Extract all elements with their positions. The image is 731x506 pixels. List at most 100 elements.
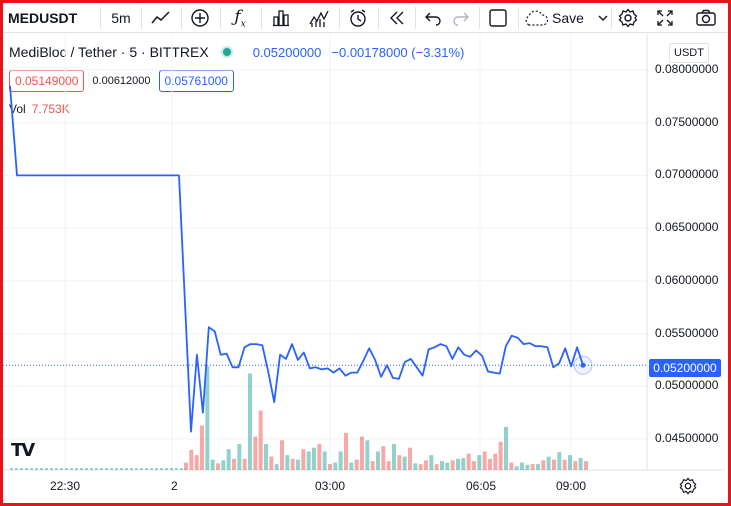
volume-legend: Vol 7.753K xyxy=(9,102,70,116)
volume-bar xyxy=(413,463,418,470)
undo-button[interactable] xyxy=(419,3,447,33)
toolbar-divider xyxy=(479,7,480,29)
layout-icon xyxy=(489,9,507,27)
volume-bar xyxy=(418,464,423,470)
alarm-icon xyxy=(350,9,366,27)
volume-bar xyxy=(365,440,370,470)
candles-icon xyxy=(309,10,329,27)
price-tick-label: 0.07500000 xyxy=(655,114,719,129)
volume-bar xyxy=(498,441,503,470)
volume-bar xyxy=(578,458,583,470)
volume-bar xyxy=(290,458,295,470)
redo-button[interactable] xyxy=(447,3,475,33)
currency-label[interactable]: USDT xyxy=(669,43,709,63)
volume-bar xyxy=(248,373,252,470)
volume-bar xyxy=(482,451,487,470)
settings-button[interactable] xyxy=(614,3,642,33)
volume-bar xyxy=(216,463,220,470)
current-price-tag: 0.05200000 xyxy=(649,359,721,377)
snapshot-button[interactable] xyxy=(691,3,721,33)
tradingview-logo[interactable]: TV xyxy=(11,440,35,461)
toolbar-divider xyxy=(611,7,612,29)
volume-bar xyxy=(514,466,519,470)
volume-bar xyxy=(328,464,332,470)
financials-button[interactable] xyxy=(265,3,297,33)
line-chart-icon xyxy=(151,11,170,24)
volume-bar xyxy=(488,458,492,470)
volume-bar xyxy=(440,461,444,470)
time-tick-label: 03:00 xyxy=(315,479,346,493)
volume-bar xyxy=(445,462,450,470)
price-tick-label: 0.05000000 xyxy=(655,378,719,393)
volume-bar xyxy=(285,455,290,470)
volume-bar xyxy=(200,425,204,470)
price-line xyxy=(9,85,584,433)
volume-label: Vol xyxy=(9,102,26,116)
toolbar-divider xyxy=(220,7,221,29)
redo-icon xyxy=(453,12,469,26)
market-status-dot xyxy=(222,48,231,56)
volume-bar xyxy=(381,446,386,470)
toolbar-divider xyxy=(141,7,142,29)
volume-bar xyxy=(344,432,348,470)
price-tick-label: 0.07000000 xyxy=(655,167,719,182)
volume-bar xyxy=(349,462,354,470)
volume-bar xyxy=(354,459,359,470)
volume-bar xyxy=(568,455,572,470)
volume-value: 7.753K xyxy=(31,102,70,116)
rewind-icon xyxy=(390,11,404,25)
indicators-button[interactable]: ƒx xyxy=(224,3,256,33)
volume-bar xyxy=(317,444,322,470)
volume-bar xyxy=(456,458,460,470)
volume-bar xyxy=(525,464,530,470)
toolbar-divider xyxy=(378,7,379,29)
volume-bar xyxy=(306,451,311,470)
volume-bar xyxy=(434,464,439,470)
volume-bar xyxy=(557,452,562,470)
undo-icon xyxy=(425,12,441,26)
volume-bar xyxy=(424,460,428,470)
fullscreen-icon xyxy=(657,10,673,26)
volume-bar xyxy=(194,455,199,470)
compare-button[interactable] xyxy=(185,3,215,33)
volume-bar xyxy=(520,462,524,470)
templates-button[interactable] xyxy=(303,3,335,33)
volume-bar xyxy=(477,455,482,470)
volume-bar xyxy=(504,426,508,470)
volume-bar xyxy=(397,455,402,470)
symbol-search-button[interactable]: MEDUSDT xyxy=(8,10,78,26)
volume-bar xyxy=(221,460,226,470)
save-button[interactable]: Save xyxy=(522,3,612,33)
function-icon: ƒx xyxy=(234,6,246,30)
volume-bar xyxy=(210,459,215,470)
toolbar-divider xyxy=(339,7,340,29)
price-chart[interactable] xyxy=(3,34,725,471)
volume-bar xyxy=(264,444,268,470)
volume-bar xyxy=(541,460,546,470)
replay-button[interactable] xyxy=(382,3,412,33)
volume-bar xyxy=(376,451,380,470)
camera-icon xyxy=(696,9,716,26)
volume-bar xyxy=(189,449,194,470)
symbol-legend: MediBloc / Tether · 5 · BITTREX 0.052000… xyxy=(9,44,464,60)
volume-bar xyxy=(530,464,535,470)
interval-button[interactable]: 5m xyxy=(111,10,131,26)
volume-bar xyxy=(296,459,300,470)
volume-bar xyxy=(258,410,263,470)
volume-bar xyxy=(184,462,188,470)
alert-button[interactable] xyxy=(343,3,373,33)
toolbar-divider xyxy=(261,7,262,29)
fullscreen-button[interactable] xyxy=(651,3,679,33)
time-tick-label: 06:05 xyxy=(466,479,497,493)
volume-bar xyxy=(338,451,343,470)
volume-bar xyxy=(370,461,375,470)
settings-icon xyxy=(618,8,638,28)
layout-button[interactable] xyxy=(483,3,513,33)
volume-bar xyxy=(280,440,284,470)
volume-bar xyxy=(552,459,556,470)
toolbar-divider xyxy=(415,7,416,29)
chart-type-button[interactable] xyxy=(145,3,177,33)
settings-icon xyxy=(679,477,697,495)
time-tick-label: 22:30 xyxy=(50,479,81,493)
chart-properties-button[interactable] xyxy=(679,477,697,500)
